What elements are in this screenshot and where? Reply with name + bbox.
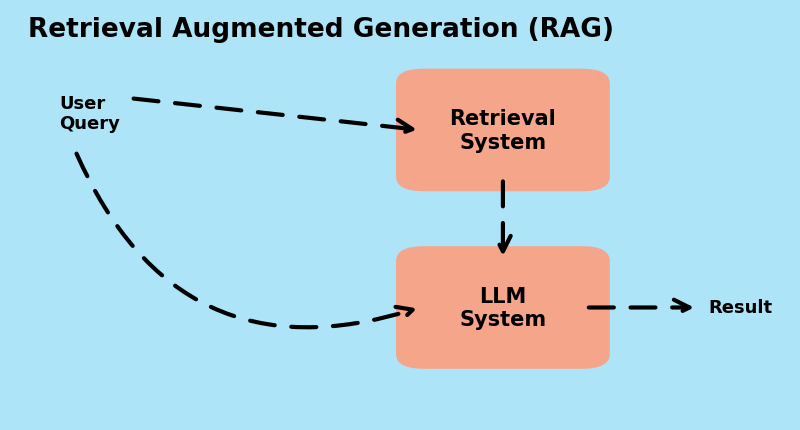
FancyBboxPatch shape [396,247,610,369]
Text: Retrieval
System: Retrieval System [450,109,556,152]
Text: User
Query: User Query [59,95,121,133]
Text: LLM
System: LLM System [459,286,546,329]
Text: Retrieval Augmented Generation (RAG): Retrieval Augmented Generation (RAG) [28,17,614,43]
FancyBboxPatch shape [396,70,610,192]
Text: Result: Result [709,299,773,317]
